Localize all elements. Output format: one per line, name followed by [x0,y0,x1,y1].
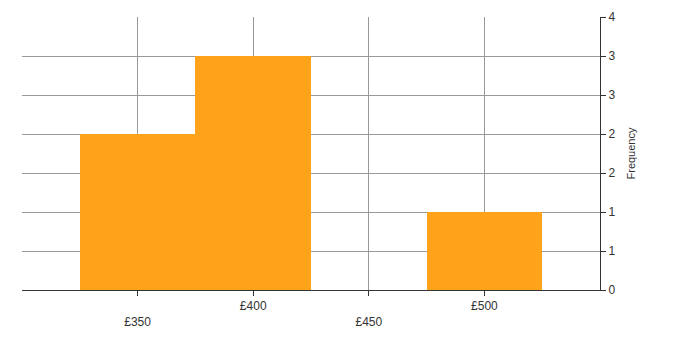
svg-text:3: 3 [608,49,615,63]
svg-text:3: 3 [608,88,615,102]
svg-text:£500: £500 [471,299,498,313]
svg-text:Frequency: Frequency [625,127,637,179]
svg-text:1: 1 [608,244,615,258]
svg-text:1: 1 [608,205,615,219]
svg-text:£400: £400 [240,299,267,313]
svg-text:4: 4 [608,10,615,24]
svg-text:2: 2 [608,166,615,180]
svg-text:0: 0 [608,283,615,297]
svg-text:£450: £450 [355,315,382,329]
svg-text:2: 2 [608,127,615,141]
svg-text:£350: £350 [124,315,151,329]
